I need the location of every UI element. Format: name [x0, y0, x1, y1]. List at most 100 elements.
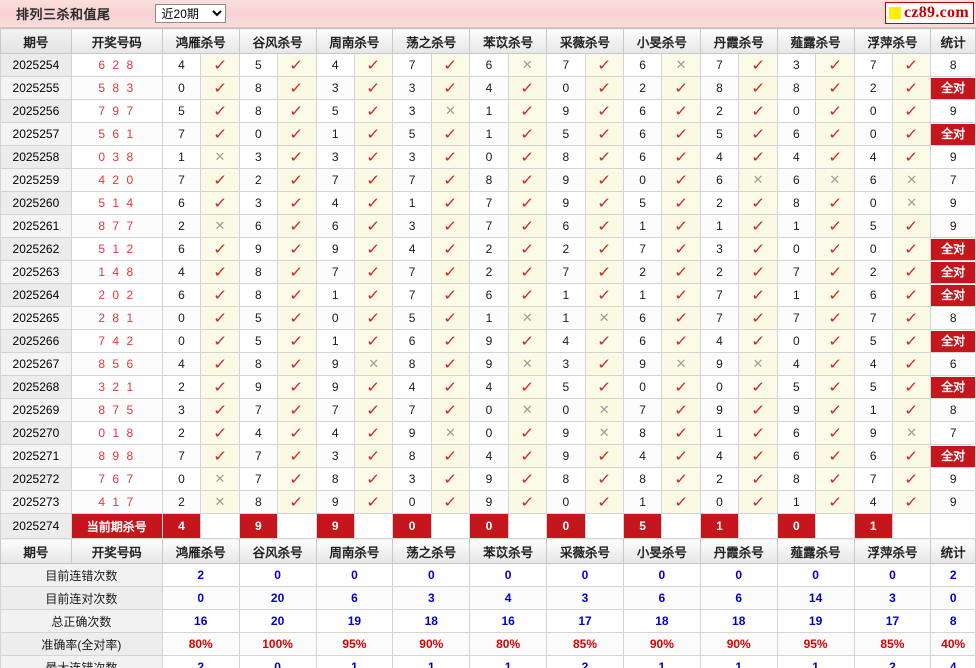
kill-result-3: ✓ — [353, 53, 394, 77]
table-row: 2025260 5 1 4 6 ✓ 3 ✓ 4 ✓ 1 ✓ 7 ✓ 9 ✓ 5 ✓ 2 ✓ 8 ✓ 0 ✕ 9 — [0, 191, 976, 215]
column-header-killer-2: 谷风杀号 — [238, 538, 317, 564]
footer-stat-value-2: 20 — [238, 586, 317, 610]
tick-icon: ✓ — [289, 148, 305, 166]
table-row: 2025262 5 1 2 6 ✓ 9 ✓ 9 ✓ 4 ✓ 2 ✓ 2 ✓ 7 ✓ 3 ✓ 0 ✓ 0 ✓ 全对 — [0, 237, 976, 261]
kill-number-4: 0 — [392, 490, 432, 514]
kill-number-3: 1 — [315, 329, 355, 353]
kill-result-5: ✓ — [507, 237, 548, 261]
tick-icon: ✓ — [904, 470, 919, 488]
kill-result-3: ✓ — [353, 191, 394, 215]
kill-number-3: 3 — [315, 76, 355, 100]
tick-icon: ✓ — [827, 332, 843, 350]
table-row: 2025263 1 4 8 4 ✓ 8 ✓ 7 ✓ 7 ✓ 2 ✓ 7 ✓ 2 ✓ 2 ✓ 7 ✓ 2 ✓ 全对 — [0, 260, 976, 284]
kill-result-6: ✓ — [584, 53, 624, 77]
row-period: 2025268 — [0, 375, 72, 399]
tick-icon: ✓ — [596, 355, 612, 373]
footer-stat-value-7: 90% — [622, 632, 701, 656]
kill-number-10: 6 — [853, 444, 893, 468]
tick-icon: ✓ — [673, 424, 689, 442]
kill-number-6: 1 — [546, 306, 586, 330]
kill-result-5: ✕ — [507, 398, 548, 422]
kill-number-1: 3 — [161, 398, 202, 422]
current-kill-number-9: 0 — [776, 513, 817, 539]
column-header-killer-4: 荡之杀号 — [392, 28, 471, 54]
kill-number-10: 0 — [853, 237, 893, 261]
kill-number-7: 2 — [622, 76, 663, 100]
kill-number-1: 2 — [161, 421, 202, 445]
kill-number-9: 8 — [776, 76, 817, 100]
all-correct-badge: 全对 — [931, 330, 975, 352]
kill-result-1: ✓ — [200, 306, 240, 330]
tick-icon: ✓ — [289, 194, 305, 212]
tick-icon: ✓ — [443, 493, 458, 511]
tick-icon: ✓ — [520, 194, 535, 212]
tick-icon: ✓ — [520, 263, 535, 281]
tick-icon: ✓ — [289, 470, 305, 488]
kill-number-5: 9 — [469, 467, 509, 491]
kill-result-9: ✓ — [815, 467, 855, 491]
kill-number-7: 1 — [622, 490, 663, 514]
kill-result-7: ✓ — [661, 260, 701, 284]
footer-stat-row: 最大连错次数 2 0 1 1 1 2 1 1 1 2 4 — [0, 655, 976, 668]
kill-result-6: ✓ — [584, 260, 624, 284]
tick-icon: ✓ — [904, 56, 919, 74]
kill-result-8: ✓ — [738, 329, 778, 353]
kill-number-1: 6 — [161, 191, 202, 215]
footer-stat-value-2: 20 — [238, 609, 317, 633]
tick-icon: ✓ — [212, 401, 228, 419]
kill-result-9: ✓ — [815, 421, 855, 445]
kill-number-10: 6 — [853, 168, 893, 192]
column-header-killer-4: 荡之杀号 — [392, 538, 471, 564]
kill-result-4: ✓ — [430, 76, 471, 100]
row-stat: 全对 — [930, 76, 976, 100]
kill-result-6: ✓ — [584, 122, 624, 146]
current-kill-number-1: 4 — [161, 513, 202, 539]
kill-number-1: 2 — [161, 490, 202, 514]
row-draw-number: 1 4 8 — [70, 260, 163, 284]
kill-result-5: ✓ — [507, 191, 548, 215]
footer-stat-value-8: 1 — [699, 655, 778, 668]
footer-stat-value-4: 90% — [392, 632, 471, 656]
kill-result-4: ✕ — [430, 421, 471, 445]
tick-icon: ✓ — [520, 240, 535, 258]
kill-result-6: ✓ — [584, 214, 624, 238]
column-header-killer-3: 周南杀号 — [315, 538, 394, 564]
kill-number-9: 0 — [776, 99, 817, 123]
all-correct-badge: 全对 — [931, 284, 975, 306]
kill-result-6: ✓ — [584, 145, 624, 169]
kill-result-1: ✓ — [200, 260, 240, 284]
kill-result-2: ✓ — [277, 375, 317, 399]
kill-result-3: ✓ — [353, 398, 394, 422]
tick-icon: ✓ — [673, 332, 689, 350]
row-period: 2025261 — [0, 214, 72, 238]
footer-stat-value-3: 0 — [315, 563, 394, 587]
tick-icon: ✓ — [289, 79, 305, 97]
kill-result-7: ✓ — [661, 283, 701, 307]
row-draw-number: 3 2 1 — [70, 375, 163, 399]
tick-icon: ✓ — [366, 424, 381, 442]
tick-icon: ✓ — [289, 263, 305, 281]
period-range-select[interactable]: 近20期近30期近50期近100期 — [154, 4, 226, 23]
kill-number-7: 6 — [622, 122, 663, 146]
tick-icon: ✓ — [443, 332, 458, 350]
kill-number-4: 1 — [392, 191, 432, 215]
column-header-killer-7: 小旻杀号 — [622, 28, 701, 54]
kill-result-6: ✕ — [584, 398, 624, 422]
tick-icon: ✓ — [827, 194, 843, 212]
kill-result-4: ✓ — [430, 398, 471, 422]
kill-number-7: 9 — [622, 352, 663, 376]
tick-icon: ✓ — [750, 424, 766, 442]
title-bar: 排列三杀和值尾 近20期近30期近50期近100期 cz89.com — [0, 0, 976, 28]
column-header-period: 期号 — [0, 538, 72, 564]
kill-number-4: 9 — [392, 421, 432, 445]
kill-result-10: ✓ — [891, 329, 932, 353]
tick-icon: ✓ — [443, 148, 458, 166]
footer-stat-value-10: 2 — [853, 655, 932, 668]
kill-result-9: ✓ — [815, 306, 855, 330]
kill-number-7: 6 — [622, 329, 663, 353]
kill-number-3: 9 — [315, 237, 355, 261]
kill-number-9: 6 — [776, 444, 817, 468]
tick-icon: ✓ — [366, 470, 381, 488]
tick-icon: ✓ — [750, 493, 766, 511]
kill-result-7: ✓ — [661, 76, 701, 100]
